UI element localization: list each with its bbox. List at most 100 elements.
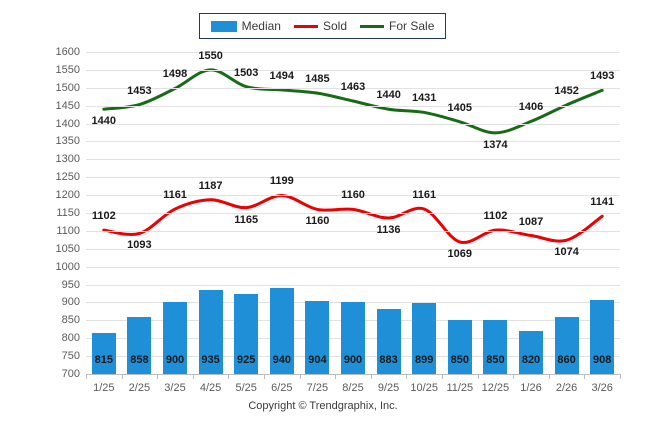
line-point-value-label: 1102	[91, 210, 116, 223]
gridline	[86, 141, 620, 143]
line-point-value-label: 1453	[127, 84, 152, 97]
y-axis-tick-label: 1000	[55, 260, 80, 273]
line-point-value-label: 1102	[483, 210, 508, 223]
x-axis-tick-mark	[442, 374, 443, 379]
x-axis-tick-mark	[620, 374, 621, 379]
y-axis-tick-label: 1350	[55, 135, 80, 148]
bar[interactable]	[198, 289, 223, 374]
gridline	[86, 52, 620, 53]
x-axis-tick-label: 3/26	[591, 382, 613, 394]
x-axis-tick-label: 11/25	[446, 382, 474, 394]
x-axis-tick-label: 2/26	[555, 382, 578, 394]
bar[interactable]	[447, 320, 472, 374]
legend-swatch-line-icon	[293, 24, 318, 28]
bar[interactable]	[483, 320, 508, 374]
bar[interactable]	[127, 317, 152, 374]
y-axis-tick-label: 1300	[55, 153, 80, 166]
bar[interactable]	[376, 308, 401, 374]
x-axis-tick-label: 9/25	[377, 382, 400, 394]
bar-value-label: 860	[557, 354, 576, 366]
y-axis-tick-label: 1600	[55, 46, 80, 58]
line-point-value-label: 1165	[234, 213, 259, 226]
x-axis-tick-mark	[584, 374, 586, 379]
legend-entry-sold[interactable]: Sold	[293, 19, 347, 33]
bar[interactable]	[91, 332, 116, 374]
bar-value-label: 850	[450, 354, 469, 366]
legend-entry-for-sale[interactable]: For Sale	[360, 19, 434, 33]
line-point-value-label: 1452	[554, 84, 579, 97]
x-axis-tick-mark	[335, 374, 337, 379]
bar[interactable]	[163, 302, 187, 374]
plot-area: 700 750 800 850 900 950 1000 1050 1100 1150 1200 12…	[56, 46, 621, 394]
gridline	[86, 105, 620, 107]
bar-value-label: 899	[415, 354, 434, 366]
bar-value-label: 858	[130, 354, 149, 366]
x-axis-tick-mark	[264, 374, 265, 379]
x-axis-tick-mark	[370, 374, 372, 379]
bar-value-label: 850	[486, 354, 505, 366]
line-point-value-label: 1406	[518, 101, 544, 114]
line-point-value-label: 1493	[589, 70, 615, 83]
gridline	[86, 284, 620, 286]
x-axis-tick-label: 6/25	[271, 382, 293, 394]
x-axis-tick-label: 4/25	[199, 382, 222, 394]
bar[interactable]	[234, 293, 259, 374]
gridline	[86, 213, 620, 214]
bar-value-label: 940	[272, 354, 291, 366]
bar-value-label: 925	[237, 354, 256, 366]
legend-entry-median[interactable]: Median	[210, 19, 281, 33]
bar[interactable]	[305, 301, 330, 374]
x-axis-tick-label: 12/25	[481, 382, 510, 394]
gridline	[86, 159, 620, 161]
y-axis-tick-label: 1200	[55, 189, 80, 202]
gridline	[86, 230, 620, 232]
bar-value-label: 900	[165, 354, 185, 366]
x-axis-tick-label: 5/25	[235, 382, 257, 394]
line-point-value-label: 1498	[162, 68, 188, 81]
x-axis-tick-mark	[157, 374, 159, 379]
bar[interactable]	[269, 288, 294, 374]
line-point-value-label: 1161	[412, 189, 437, 202]
x-axis-tick-label: 8/25	[342, 382, 364, 394]
x-axis-tick-mark	[548, 374, 550, 379]
chart-legend: Median Sold For Sale	[199, 13, 446, 39]
line-point-value-label: 1494	[269, 69, 295, 82]
legend-swatch-line-icon	[360, 24, 385, 28]
line-point-value-label: 1440	[91, 115, 117, 128]
line-point-value-label: 1485	[305, 73, 330, 86]
y-axis-tick-label: 750	[61, 350, 80, 363]
bar[interactable]	[341, 302, 365, 374]
x-axis-tick-mark	[513, 374, 515, 379]
line-point-value-label: 1199	[269, 175, 294, 188]
x-axis-tick-label: 3/25	[164, 382, 186, 394]
line-point-value-label: 1093	[127, 239, 152, 252]
legend-label: For Sale	[389, 19, 435, 33]
x-axis-tick-label: 10/25	[410, 382, 438, 394]
y-axis-tick-label: 850	[61, 314, 80, 327]
y-axis-tick-label: 1100	[56, 224, 80, 237]
gridline	[86, 177, 620, 179]
x-axis-line	[86, 374, 620, 375]
x-axis-tick-label: 1/26	[520, 382, 542, 394]
gridline	[86, 195, 620, 197]
bar[interactable]	[590, 299, 615, 374]
x-axis-tick-mark	[228, 374, 230, 379]
bar[interactable]	[519, 331, 543, 374]
bar-value-label: 935	[201, 354, 220, 366]
y-axis-tick-label: 1500	[55, 81, 80, 94]
bar[interactable]	[554, 316, 579, 374]
x-axis-tick-mark	[192, 374, 194, 379]
line-point-value-label: 1405	[447, 101, 473, 114]
x-axis-tick-mark	[121, 374, 123, 379]
bar[interactable]	[412, 302, 437, 374]
bar-value-label: 883	[379, 354, 398, 366]
x-axis-tick-label: 1/25	[93, 382, 115, 394]
y-axis-tick-label: 1400	[55, 117, 80, 130]
x-axis-tick-mark	[477, 374, 479, 379]
line-point-value-label: 1136	[376, 224, 401, 236]
y-axis-tick-label: 1150	[56, 207, 80, 219]
legend-swatch-bar-icon	[210, 20, 237, 32]
line-point-value-label: 1374	[483, 138, 508, 151]
line-point-value-label: 1141	[590, 196, 615, 209]
line-point-value-label: 1160	[305, 215, 330, 228]
